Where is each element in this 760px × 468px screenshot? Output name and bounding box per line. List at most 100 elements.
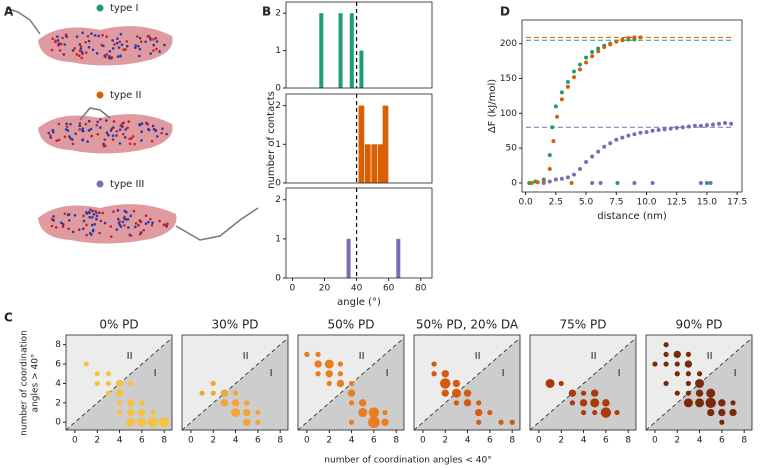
atom bbox=[102, 44, 105, 48]
bubble bbox=[695, 389, 704, 397]
atom bbox=[144, 222, 148, 225]
point bbox=[584, 60, 589, 65]
bubble bbox=[663, 361, 669, 367]
point bbox=[710, 122, 715, 127]
atom bbox=[91, 215, 94, 219]
y-tick-label: 2 bbox=[275, 101, 281, 111]
point bbox=[541, 180, 546, 185]
atom bbox=[150, 139, 154, 143]
atom bbox=[75, 35, 79, 38]
point bbox=[698, 180, 703, 185]
bar bbox=[319, 13, 324, 88]
bubble bbox=[94, 371, 100, 377]
bubble bbox=[105, 380, 111, 387]
point bbox=[565, 175, 570, 180]
atom bbox=[112, 120, 116, 123]
y-tick-label: 0 bbox=[55, 418, 61, 428]
bubble bbox=[137, 417, 147, 427]
atom bbox=[90, 134, 93, 138]
bubble bbox=[685, 371, 692, 377]
atom bbox=[93, 34, 97, 37]
atom bbox=[155, 40, 159, 43]
atom bbox=[55, 139, 58, 142]
atom bbox=[104, 55, 107, 59]
point bbox=[584, 160, 589, 165]
atom bbox=[101, 33, 104, 37]
panel-label: C bbox=[4, 311, 13, 325]
atom bbox=[121, 220, 125, 224]
atom bbox=[138, 123, 141, 126]
point bbox=[596, 49, 601, 54]
bubble bbox=[138, 408, 146, 417]
bubble bbox=[674, 361, 680, 367]
atom bbox=[59, 42, 63, 46]
diagonal bbox=[181, 337, 289, 431]
axes-frame bbox=[65, 334, 173, 431]
bubble bbox=[128, 380, 134, 387]
bubble bbox=[591, 389, 599, 397]
bubble bbox=[707, 408, 715, 417]
diagonal bbox=[529, 337, 637, 431]
bubble bbox=[359, 399, 367, 407]
atom bbox=[87, 129, 91, 132]
bubble bbox=[600, 407, 612, 418]
atom bbox=[71, 49, 75, 52]
axes-frame bbox=[181, 334, 289, 431]
x-tick-label: 15.0 bbox=[697, 198, 717, 208]
atom bbox=[69, 122, 72, 126]
axes-frame bbox=[645, 334, 753, 431]
point bbox=[535, 180, 540, 185]
atom bbox=[144, 214, 148, 217]
bar bbox=[349, 13, 354, 88]
molecule-tail bbox=[175, 207, 259, 241]
atom bbox=[51, 37, 54, 41]
bubble bbox=[683, 398, 693, 408]
atom bbox=[103, 138, 107, 141]
atom bbox=[91, 229, 95, 233]
atom bbox=[158, 50, 161, 53]
x-tick-label: 60 bbox=[383, 284, 395, 294]
x-tick-label: 10.0 bbox=[636, 198, 656, 208]
atom bbox=[99, 126, 102, 129]
atom bbox=[84, 211, 88, 214]
atom bbox=[134, 221, 138, 225]
y-axis-label: ΔF (kJ/mol) bbox=[487, 79, 498, 133]
point bbox=[723, 121, 728, 126]
point bbox=[668, 126, 673, 131]
atom bbox=[68, 135, 71, 138]
atom bbox=[125, 44, 129, 48]
point bbox=[590, 54, 595, 59]
atom bbox=[140, 139, 143, 142]
point bbox=[602, 144, 607, 149]
atom bbox=[81, 31, 85, 35]
bar bbox=[358, 105, 365, 183]
x-tick-label: 4 bbox=[349, 436, 355, 446]
axes-frame bbox=[297, 334, 405, 431]
x-tick-label: 4 bbox=[465, 436, 471, 446]
point bbox=[638, 130, 643, 135]
y-tick-label: 0 bbox=[275, 179, 281, 189]
bubble bbox=[441, 370, 449, 378]
atom bbox=[124, 48, 127, 51]
bubble bbox=[243, 418, 251, 426]
chart-title: 50% PD bbox=[328, 318, 375, 332]
atom bbox=[78, 122, 82, 125]
bubble bbox=[324, 359, 334, 369]
bar bbox=[396, 238, 401, 278]
atom bbox=[98, 211, 101, 215]
panel-label: B bbox=[262, 5, 271, 19]
atom bbox=[67, 227, 70, 231]
atom bbox=[71, 142, 75, 146]
atom bbox=[96, 132, 100, 136]
x-axis-label: distance (nm) bbox=[597, 211, 667, 222]
legend-marker bbox=[96, 180, 104, 188]
bubble bbox=[509, 419, 515, 425]
x-tick-label: 2 bbox=[326, 436, 332, 446]
region-label: II bbox=[591, 351, 597, 362]
point bbox=[551, 139, 556, 144]
atom bbox=[111, 138, 115, 141]
x-tick-label: 5.0 bbox=[579, 198, 594, 208]
bubble bbox=[663, 380, 669, 387]
bubble bbox=[358, 408, 368, 418]
bubble bbox=[127, 408, 135, 417]
